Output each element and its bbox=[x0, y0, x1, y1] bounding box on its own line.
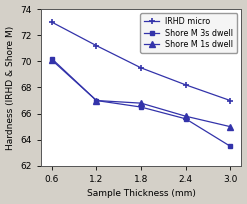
Shore M 1s dwell bbox=[184, 115, 187, 118]
Shore M 1s dwell bbox=[95, 99, 98, 102]
IRHD micro bbox=[95, 44, 98, 47]
IRHD micro bbox=[140, 67, 143, 69]
Shore M 3s dwell bbox=[140, 106, 143, 108]
Line: Shore M 3s dwell: Shore M 3s dwell bbox=[49, 56, 233, 149]
Shore M 1s dwell bbox=[229, 125, 232, 128]
Shore M 1s dwell bbox=[140, 102, 143, 104]
Shore M 3s dwell bbox=[50, 58, 53, 60]
Shore M 1s dwell bbox=[50, 59, 53, 61]
Line: Shore M 1s dwell: Shore M 1s dwell bbox=[49, 57, 233, 129]
Legend: IRHD micro, Shore M 3s dwell, Shore M 1s dwell: IRHD micro, Shore M 3s dwell, Shore M 1s… bbox=[140, 13, 237, 53]
Y-axis label: Hardness (IRHD & Shore M): Hardness (IRHD & Shore M) bbox=[5, 25, 15, 150]
Shore M 3s dwell bbox=[184, 118, 187, 120]
X-axis label: Sample Thickness (mm): Sample Thickness (mm) bbox=[87, 190, 195, 198]
Shore M 3s dwell bbox=[229, 145, 232, 147]
Line: IRHD micro: IRHD micro bbox=[48, 19, 234, 104]
Shore M 3s dwell bbox=[95, 99, 98, 102]
IRHD micro bbox=[229, 99, 232, 102]
IRHD micro bbox=[184, 84, 187, 86]
IRHD micro bbox=[50, 21, 53, 23]
